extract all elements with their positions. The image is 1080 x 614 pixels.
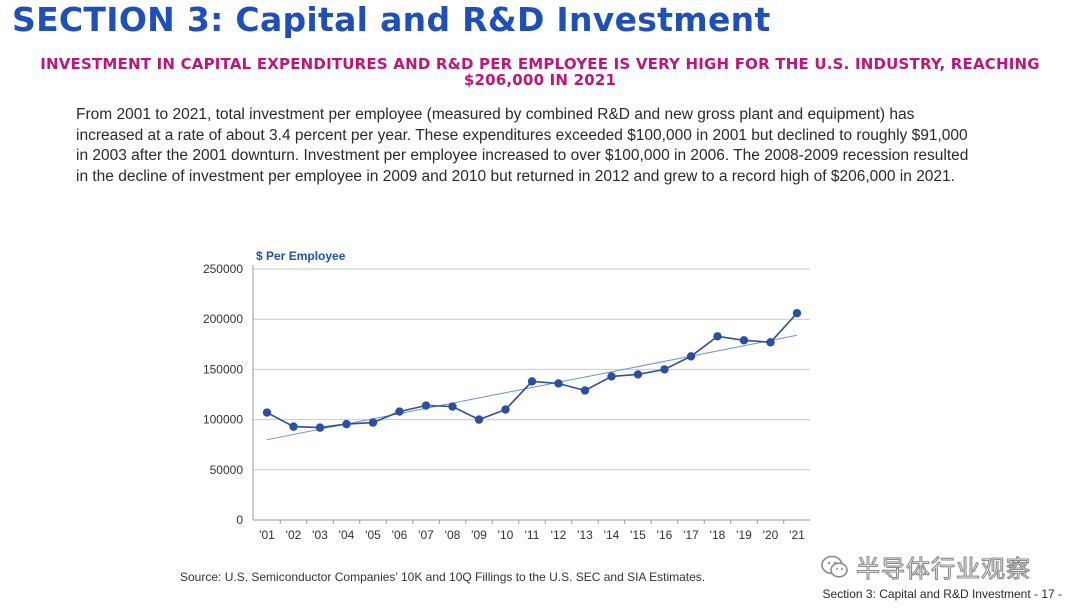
data-point xyxy=(660,365,669,374)
x-tick-label: '11 xyxy=(525,528,540,542)
y-tick-label: 0 xyxy=(236,513,243,527)
data-point xyxy=(739,336,749,345)
x-tick-label: '05 xyxy=(365,528,381,542)
axes xyxy=(252,265,810,524)
y-tick-label: 150000 xyxy=(203,362,243,376)
data-point xyxy=(342,419,351,429)
trend-line xyxy=(266,334,798,441)
x-tick-labels: '01 '02 '03 '04 '05 '06 '07 '08 '09 '10 '11 '12 '13 '… xyxy=(259,528,805,542)
y-tick-label: 100000 xyxy=(203,413,243,427)
data-point xyxy=(474,415,484,424)
x-tick-label: '04 xyxy=(339,528,355,542)
x-tick-label: '21 xyxy=(789,528,805,542)
data-point xyxy=(448,402,457,411)
x-tick-label: '16 xyxy=(657,528,673,542)
x-tick-label: '20 xyxy=(763,528,779,542)
section-title: SECTION 3: Capital and R&D Investment xyxy=(12,0,771,39)
x-tick-label: '08 xyxy=(445,528,461,542)
x-tick-label: '13 xyxy=(577,528,593,542)
trendline xyxy=(266,334,798,441)
wechat-icon xyxy=(821,555,848,578)
y-tick-label: 50000 xyxy=(210,463,244,477)
y-tick-label: 250000 xyxy=(203,262,243,276)
series-line xyxy=(266,312,798,429)
data-point xyxy=(686,352,696,361)
x-tick-label: '07 xyxy=(418,528,434,542)
x-tick-label: '09 xyxy=(471,528,487,542)
data-point xyxy=(766,338,775,347)
chart-subtitle: INVESTMENT IN CAPITAL EXPENDITURES AND R… xyxy=(40,55,1040,89)
x-tick-label: '02 xyxy=(286,528,302,542)
data-point xyxy=(713,332,722,341)
y-tick-labels: 0 50000 100000 150000 200000 250000 xyxy=(203,262,243,527)
x-tick-label: '14 xyxy=(604,528,620,542)
data-point xyxy=(421,401,431,410)
x-tick-label: '15 xyxy=(630,528,646,542)
source-note: Source: U.S. Semiconductor Companies’ 10… xyxy=(180,570,706,584)
data-point xyxy=(262,408,272,417)
x-tick-label: '01 xyxy=(259,528,275,542)
data-point xyxy=(501,405,510,414)
data-point xyxy=(607,372,616,381)
watermark: 半导体行业观察 xyxy=(820,549,1031,584)
data-point xyxy=(368,418,378,427)
y-axis-label: $ Per Employee xyxy=(256,249,346,263)
series-polyline xyxy=(266,312,798,429)
data-point xyxy=(315,423,325,432)
page-footer: Section 3: Capital and R&D Investment - … xyxy=(822,587,1062,601)
data-point xyxy=(633,370,643,379)
data-point xyxy=(580,386,590,395)
data-point xyxy=(395,407,404,416)
body-paragraph: From 2001 to 2021, total investment per … xyxy=(76,106,969,185)
grid-lines xyxy=(253,268,810,471)
y-tick-label: 200000 xyxy=(203,312,243,326)
data-point xyxy=(554,379,563,388)
watermark-text: 半导体行业观察 xyxy=(855,554,1031,583)
x-tick-label: '19 xyxy=(736,528,752,542)
data-point xyxy=(289,422,298,431)
x-tick-label: '10 xyxy=(498,528,514,542)
data-point xyxy=(527,377,537,386)
x-tick-label: '12 xyxy=(551,528,567,542)
x-tick-label: '06 xyxy=(392,528,408,542)
x-tick-label: '03 xyxy=(312,528,328,542)
data-point xyxy=(792,308,802,318)
x-tick-label: '18 xyxy=(710,528,726,542)
x-tick-label: '17 xyxy=(683,528,699,542)
data-points xyxy=(262,308,802,432)
